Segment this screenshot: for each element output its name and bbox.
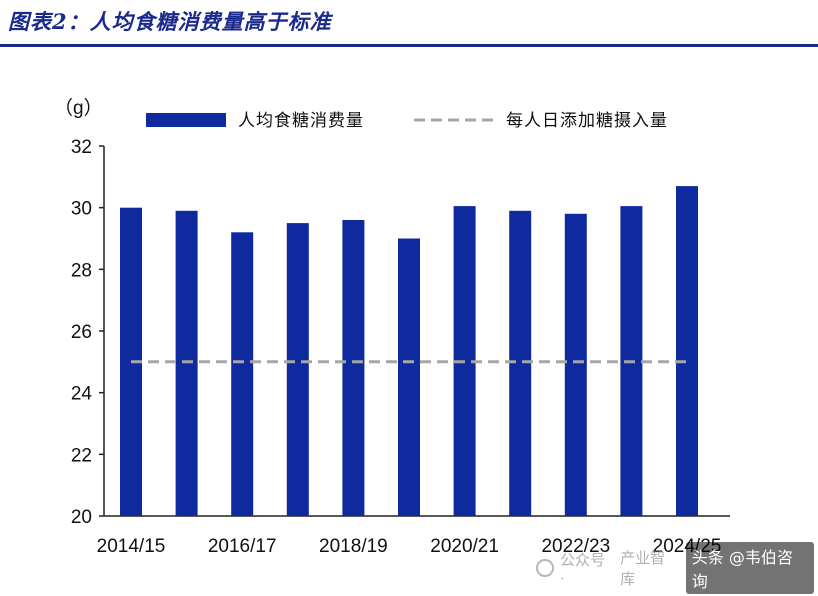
y-tick-label: 24 [71, 384, 93, 405]
bar-2019/20 [398, 238, 420, 516]
y-axis-unit: （g） [54, 97, 103, 119]
y-tick-label: 20 [71, 507, 92, 528]
x-tick-label: 2016/17 [208, 536, 277, 557]
x-tick-label: 2022/23 [541, 536, 610, 557]
watermark: 公众号 · 产业智库 头条 @韦伯咨询 [536, 542, 814, 594]
x-tick-label: 2014/15 [97, 536, 166, 557]
watermark-faded-text: 产业智库 [620, 549, 666, 588]
wechat-icon [536, 559, 554, 577]
bar-2015/16 [175, 210, 198, 517]
bar-2017/18 [286, 223, 309, 516]
bar-2021/22 [509, 210, 532, 517]
y-tick-label: 28 [71, 260, 92, 281]
figure-title: 图表2：人均食糖消费量高于标准 [8, 9, 332, 34]
title-divider [0, 44, 818, 47]
bar-2024/25 [676, 186, 698, 516]
legend-swatch-bar [146, 113, 226, 127]
y-tick-label: 32 [71, 137, 92, 158]
y-tick-label: 22 [71, 445, 92, 466]
y-tick-labels: 20 22 24 26 28 30 32 [71, 137, 104, 528]
legend-label-bar: 人均食糖消费量 [238, 111, 364, 131]
watermark-badge: 头条 @韦伯咨询 [685, 542, 814, 594]
bar-2022/23 [564, 213, 587, 517]
y-tick-label: 30 [71, 199, 92, 220]
legend: 人均食糖消费量 每人日添加糖摄入量 [146, 111, 668, 131]
bar-series [120, 186, 698, 517]
y-tick-label: 26 [71, 322, 92, 343]
bar-2018/19 [342, 220, 365, 516]
x-tick-label: 2020/21 [430, 536, 499, 557]
x-tick-labels: 2014/152016/172018/192020/212022/232024/… [97, 536, 722, 557]
legend-label-dashed-line: 每人日添加糖摄入量 [506, 111, 668, 131]
watermark-wechat-text: 公众号 · [560, 550, 606, 588]
x-tick-label: 2018/19 [319, 536, 388, 557]
bar-2016/17 [231, 232, 254, 517]
